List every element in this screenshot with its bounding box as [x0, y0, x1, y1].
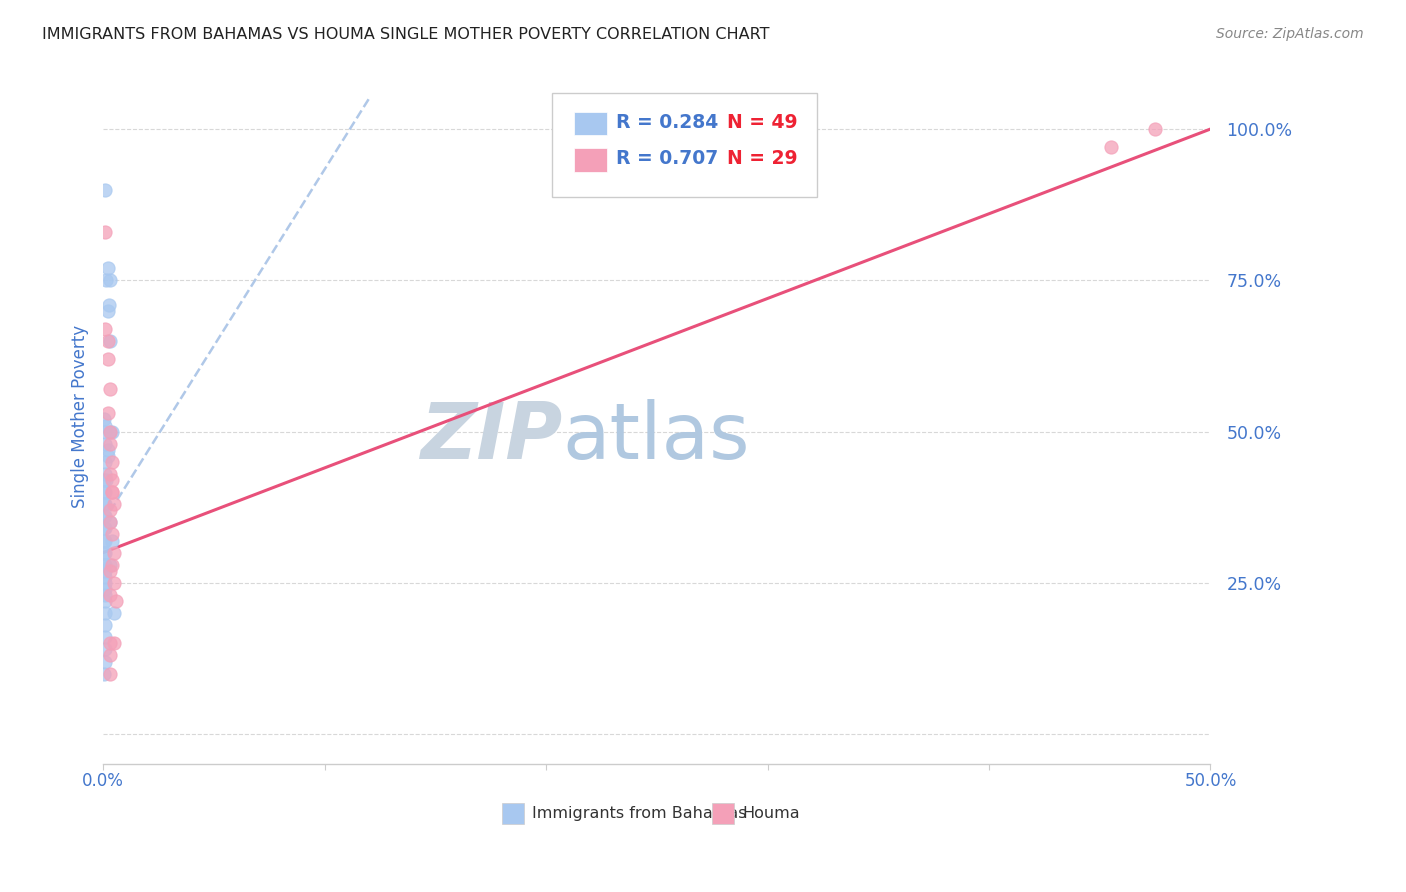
Text: 50.0%: 50.0% [1184, 772, 1237, 789]
Point [101, 485, 124, 500]
Point [94, 546, 117, 560]
FancyBboxPatch shape [574, 148, 607, 171]
Point [98, 334, 121, 348]
Point [94, 225, 117, 239]
Point [94, 533, 117, 548]
Point [93, 533, 115, 548]
Point [94, 425, 117, 439]
Point [94, 575, 117, 590]
Point [94, 606, 117, 620]
Point [101, 425, 124, 439]
Point [94, 618, 117, 632]
Point [98, 436, 121, 450]
Point [98, 467, 121, 481]
Text: N = 49: N = 49 [727, 113, 797, 132]
Text: IMMIGRANTS FROM BAHAMAS VS HOUMA SINGLE MOTHER POVERTY CORRELATION CHART: IMMIGRANTS FROM BAHAMAS VS HOUMA SINGLE … [42, 27, 769, 42]
Point [105, 594, 128, 608]
Point [94, 418, 117, 433]
Point [93, 497, 115, 511]
Point [94, 582, 117, 596]
Text: Source: ZipAtlas.com: Source: ZipAtlas.com [1216, 27, 1364, 41]
Point [96, 351, 118, 366]
Point [98, 503, 121, 517]
Point [94, 467, 117, 481]
Point [93, 666, 115, 681]
Point [103, 606, 125, 620]
Point [1144, 122, 1167, 136]
FancyBboxPatch shape [574, 112, 607, 136]
FancyBboxPatch shape [713, 804, 734, 824]
Point [93, 558, 115, 572]
Point [103, 575, 125, 590]
Point [98, 425, 121, 439]
FancyBboxPatch shape [502, 804, 524, 824]
Point [94, 655, 117, 669]
Point [103, 546, 125, 560]
Point [101, 485, 124, 500]
Point [96, 303, 118, 318]
Point [96, 261, 118, 276]
Point [101, 473, 124, 487]
Point [94, 564, 117, 578]
Point [98, 648, 121, 663]
Point [94, 322, 117, 336]
Point [94, 485, 117, 500]
Text: N = 29: N = 29 [727, 150, 797, 169]
Point [94, 521, 117, 535]
Point [94, 594, 117, 608]
Text: atlas: atlas [562, 400, 751, 475]
Point [93, 546, 115, 560]
Y-axis label: Single Mother Poverty: Single Mother Poverty [72, 325, 89, 508]
Point [94, 642, 117, 657]
Point [94, 631, 117, 645]
Point [96, 442, 118, 457]
Point [98, 382, 121, 396]
Point [93, 412, 115, 426]
Point [97, 297, 120, 311]
Point [98, 636, 121, 650]
Point [94, 455, 117, 469]
Point [94, 182, 117, 196]
Point [94, 558, 117, 572]
Point [94, 588, 117, 602]
Point [98, 588, 121, 602]
Point [98, 516, 121, 530]
Point [96, 273, 118, 287]
Point [103, 636, 125, 650]
Point [101, 455, 124, 469]
Point [93, 521, 115, 535]
Point [103, 497, 125, 511]
Text: 0.0%: 0.0% [82, 772, 124, 789]
Point [101, 533, 124, 548]
Point [101, 558, 124, 572]
Point [94, 509, 117, 524]
Point [94, 570, 117, 584]
Point [96, 406, 118, 420]
Point [96, 449, 118, 463]
Point [101, 527, 124, 541]
Point [1099, 140, 1122, 154]
Text: Immigrants from Bahamas: Immigrants from Bahamas [531, 806, 747, 822]
Point [98, 273, 121, 287]
Point [98, 425, 121, 439]
Point [98, 666, 121, 681]
Text: R = 0.284: R = 0.284 [616, 113, 718, 132]
Point [93, 509, 115, 524]
Point [98, 516, 121, 530]
Point [94, 497, 117, 511]
Point [93, 473, 115, 487]
Point [94, 436, 117, 450]
Point [96, 473, 118, 487]
Text: Houma: Houma [742, 806, 800, 822]
Point [98, 558, 121, 572]
Point [98, 564, 121, 578]
Text: R = 0.707: R = 0.707 [616, 150, 718, 169]
FancyBboxPatch shape [551, 93, 817, 197]
Text: ZIP: ZIP [420, 400, 562, 475]
Point [96, 334, 118, 348]
Point [93, 485, 115, 500]
